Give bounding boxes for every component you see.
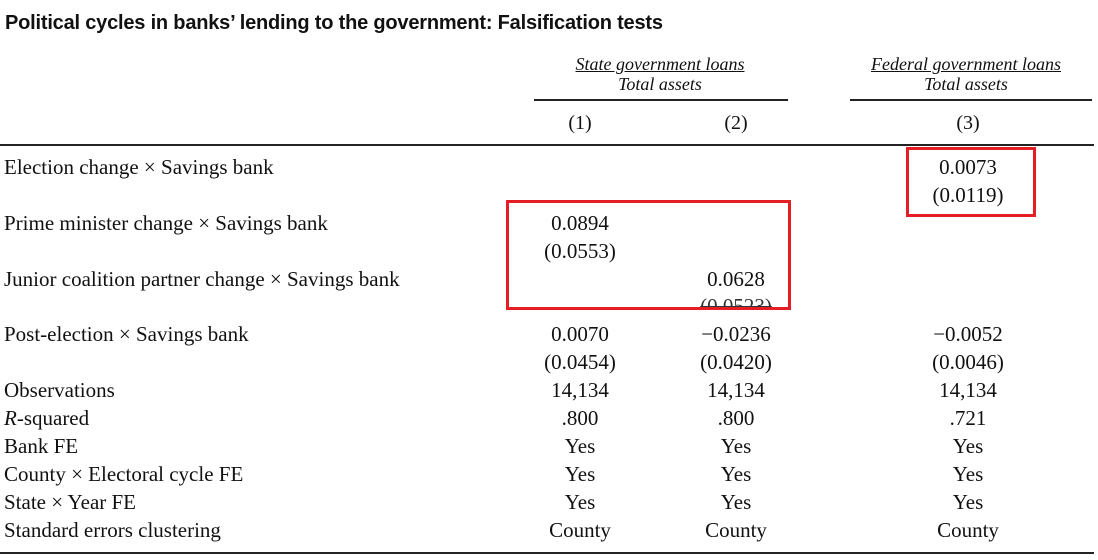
cell-county-cycle-fe-col2: Yes xyxy=(720,462,752,486)
column-number-2: (2) xyxy=(724,112,748,134)
cell-observations-col2: 14,134 xyxy=(707,378,765,402)
cell-observations-col1: 14,134 xyxy=(551,378,609,402)
row-label-bank-fe: Bank FE xyxy=(4,434,79,458)
cell-county-cycle-fe-col1: Yes xyxy=(564,462,596,486)
table-bottom-rule xyxy=(0,552,1094,554)
cell-state-year-fe-col3: Yes xyxy=(952,490,984,514)
cell-pm-change-col1-se: (0.0553) xyxy=(544,239,616,263)
cell-bank-fe-col1: Yes xyxy=(564,434,596,458)
cell-election-change-col3: 0.0073 xyxy=(939,155,997,179)
cell-post-election-col3-se: (0.0046) xyxy=(932,350,1004,374)
cell-post-election-col1: 0.0070 xyxy=(551,322,609,346)
cell-bank-fe-col3: Yes xyxy=(952,434,984,458)
row-label-election-change: Election change × Savings bank xyxy=(4,155,274,179)
column-number-3: (3) xyxy=(956,112,980,134)
r-squared-rest: -squared xyxy=(16,406,90,430)
cell-state-year-fe-col2: Yes xyxy=(720,490,752,514)
cell-state-year-fe-col1: Yes xyxy=(564,490,596,514)
row-label-se-clustering: Standard errors clustering xyxy=(4,518,221,542)
state-header-numerator: State government loans xyxy=(575,54,745,74)
federal-header-rule xyxy=(850,99,1092,101)
cell-se-clustering-col3: County xyxy=(937,518,999,542)
highlight-box-col3 xyxy=(906,147,1036,217)
row-label-post-election: Post-election × Savings bank xyxy=(4,322,249,346)
cell-observations-col3: 14,134 xyxy=(939,378,997,402)
cell-r-squared-col1: .800 xyxy=(561,406,599,430)
table-title: Political cycles in banks’ lending to th… xyxy=(5,12,663,34)
state-header-rule xyxy=(534,99,788,101)
cell-post-election-col2-se: (0.0420) xyxy=(700,350,772,374)
cell-pm-change-col1: 0.0894 xyxy=(551,211,609,235)
cell-bank-fe-col2: Yes xyxy=(720,434,752,458)
state-header-denominator: Total assets xyxy=(618,74,702,94)
cell-se-clustering-col2: County xyxy=(705,518,767,542)
row-label-pm-change: Prime minister change × Savings bank xyxy=(4,211,328,235)
cell-post-election-col2: −0.0236 xyxy=(701,322,771,346)
federal-header-numerator: Federal government loans xyxy=(871,54,1061,74)
state-header: State government loans Total assets xyxy=(534,54,786,94)
cell-se-clustering-col1: County xyxy=(549,518,611,542)
federal-header-denominator: Total assets xyxy=(924,74,1008,94)
highlight-box-col1-col2 xyxy=(506,200,791,310)
r-squared-italic: R xyxy=(4,406,17,430)
row-label-observations: Observations xyxy=(4,378,115,402)
row-label-r-squared: R-squared xyxy=(4,406,89,431)
cell-junior-change-col2-se: (0.0523) xyxy=(700,294,772,308)
row-label-state-year-fe: State × Year FE xyxy=(4,490,137,514)
cell-r-squared-col3: .721 xyxy=(949,406,987,430)
row-label-county-cycle-fe: County × Electoral cycle FE xyxy=(4,462,244,486)
cell-junior-change-col2: 0.0628 xyxy=(707,267,765,291)
cell-election-change-col3-se: (0.0119) xyxy=(932,183,1004,207)
column-number-1: (1) xyxy=(568,112,592,134)
cell-r-squared-col2: .800 xyxy=(717,406,755,430)
cell-county-cycle-fe-col3: Yes xyxy=(952,462,984,486)
federal-header: Federal government loans Total assets xyxy=(848,54,1084,94)
row-label-junior-change: Junior coalition partner change × Saving… xyxy=(4,267,400,291)
cell-post-election-col3: −0.0052 xyxy=(933,322,1003,346)
cell-post-election-col1-se: (0.0454) xyxy=(544,350,616,374)
header-bottom-rule xyxy=(0,144,1094,146)
